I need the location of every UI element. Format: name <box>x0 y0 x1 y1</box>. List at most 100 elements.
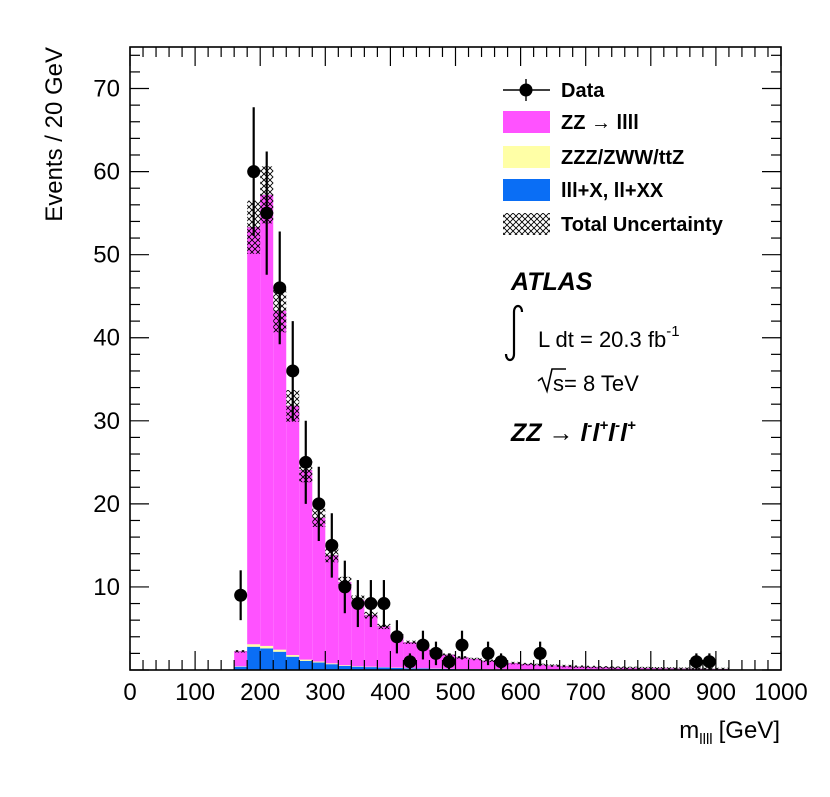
bar-segment <box>325 663 339 665</box>
uncertainty-bin <box>468 657 482 661</box>
uncertainty-bin <box>663 667 677 670</box>
data-point <box>325 538 339 552</box>
process-label: ZZ → l-l+l-l+ <box>510 417 636 447</box>
integral-sign-icon <box>504 304 524 362</box>
bar-segment <box>364 667 378 670</box>
y-axis-label: Events / 20 GeV <box>41 47 68 222</box>
bar-segment <box>338 582 352 666</box>
bar-segment <box>299 470 313 660</box>
x-tick-label: 300 <box>305 679 345 706</box>
bar-segment <box>312 662 326 670</box>
legend-item-lllx-llxx: lll+X, ll+XX <box>503 179 664 202</box>
bar-segment <box>455 657 469 670</box>
bar-segment <box>273 310 287 650</box>
data-point <box>533 646 547 660</box>
bar-segment <box>468 659 482 670</box>
data-point <box>442 655 456 669</box>
bar-segment <box>247 646 261 670</box>
svg-text:s= 8 TeV: s= 8 TeV <box>553 371 639 396</box>
legend-item-total-uncertainty: Total Uncertainty <box>503 213 724 236</box>
legend-item-zz-llll: ZZ → llll <box>503 111 639 134</box>
data-point <box>416 638 430 652</box>
x-tick-labels: 0 100 200 300 400 500 600 700 800 900 1000 <box>123 679 807 706</box>
bar-segment <box>247 644 261 647</box>
data-point <box>390 630 404 644</box>
bar-segment <box>286 656 300 670</box>
bar-segment <box>273 649 287 652</box>
data-point <box>299 455 313 469</box>
data-point <box>312 497 326 511</box>
plot-frame <box>129 46 782 671</box>
x-tick-label: 600 <box>501 679 541 706</box>
luminosity-label: L dt = 20.3 fb-1 <box>504 304 680 362</box>
bar-segment <box>312 517 326 662</box>
uncertainty-bin <box>585 665 599 669</box>
bar-segment <box>351 666 365 670</box>
bar-segment <box>390 667 404 670</box>
uncertainty-bin <box>611 666 625 669</box>
uncertainty-bin <box>234 650 248 653</box>
bar-segment <box>377 667 391 670</box>
data-point <box>338 580 352 594</box>
data-point <box>377 597 391 611</box>
x-tick-label: 0 <box>123 679 136 706</box>
uncertainty-bin <box>650 667 664 670</box>
uncertainty-bin <box>598 666 612 669</box>
bar-segment <box>260 648 274 670</box>
uncertainty-bin <box>572 665 586 668</box>
x-tick-label: 200 <box>240 679 280 706</box>
x-tick-label: 100 <box>175 679 215 706</box>
y-tick-label: 40 <box>93 325 120 352</box>
svg-text:Total Uncertainty: Total Uncertainty <box>561 214 724 236</box>
data-point <box>286 364 300 378</box>
svg-text:ZZZ/ZWW/ttZ: ZZZ/ZWW/ttZ <box>561 147 684 169</box>
data-point <box>247 165 261 179</box>
data-point <box>481 646 495 660</box>
legend-item-zzz-zww-ttz: ZZZ/ZWW/ttZ <box>503 146 684 169</box>
bar-segment <box>559 666 573 670</box>
bar-segment <box>533 664 547 670</box>
bar-segment <box>273 651 287 670</box>
bar-segment <box>338 665 352 670</box>
uncertainty-bin <box>559 664 573 668</box>
sqrt-sign-icon <box>537 368 566 394</box>
svg-text:lll+X, ll+XX: lll+X, ll+XX <box>561 180 664 202</box>
bar-segment <box>260 194 274 646</box>
data-point <box>429 646 443 660</box>
uncertainty-bin <box>624 666 638 670</box>
x-tick-label: 900 <box>696 679 736 706</box>
bar-segment <box>585 667 599 670</box>
svg-text:L dt = 20.3 fb-1: L dt = 20.3 fb-1 <box>538 323 680 352</box>
x-tick-label: 800 <box>631 679 671 706</box>
uncertainty-bin <box>676 667 690 670</box>
y-tick-label: 70 <box>93 76 120 103</box>
bar-segment <box>546 665 560 670</box>
bar-segment <box>507 663 521 670</box>
stacked-histogram <box>234 194 729 670</box>
data-point <box>351 597 365 611</box>
y-tick-labels: 10 20 30 40 50 60 70 <box>93 76 120 601</box>
legend-item-data: Data <box>503 79 605 102</box>
y-tick-label: 30 <box>93 408 120 435</box>
x-tick-label: 1000 <box>754 679 807 706</box>
x-tick-label: 700 <box>566 679 606 706</box>
data-point <box>260 206 274 220</box>
bar-segment <box>299 660 313 670</box>
atlas-label: ATLAS <box>510 268 593 296</box>
data-point <box>702 655 716 669</box>
bar-segment <box>247 227 261 645</box>
x-tick-label: 500 <box>435 679 475 706</box>
bar-segment <box>377 626 391 668</box>
data-point <box>494 655 508 669</box>
bar-segment <box>364 615 378 667</box>
bar-segment <box>520 664 534 670</box>
x-axis-label: mllll [GeV] <box>679 717 780 748</box>
data-point <box>273 281 287 295</box>
data-point <box>689 655 703 669</box>
data-point <box>403 655 417 669</box>
data-point <box>234 588 248 602</box>
y-tick-label: 20 <box>93 491 120 518</box>
uncertainty-bin <box>715 667 729 670</box>
uncertainty-bin <box>507 661 521 665</box>
bar-segment <box>260 645 274 649</box>
